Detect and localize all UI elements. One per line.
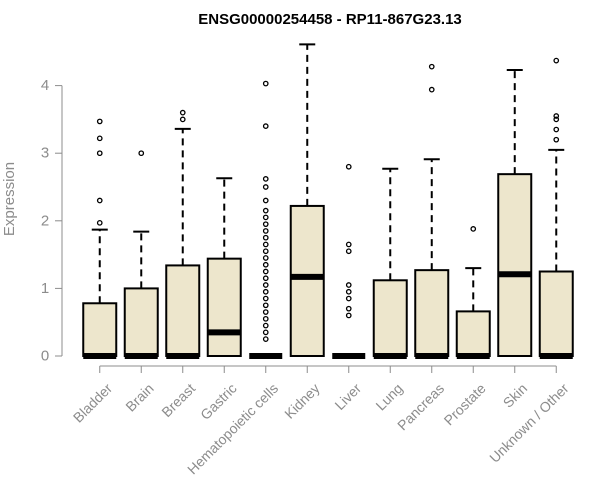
outlier-point [345, 295, 352, 302]
box-unknown-other [538, 57, 574, 359]
box-iqr [497, 173, 533, 357]
outlier-point [262, 221, 269, 228]
outlier-point [345, 248, 352, 255]
outlier-point [262, 255, 269, 261]
y-tick-label: 4 [41, 77, 49, 94]
boxes [82, 43, 574, 359]
box-bladder [82, 118, 118, 359]
outlier-point [553, 113, 560, 119]
outlier-point [262, 261, 269, 268]
outlier-point [262, 336, 269, 342]
outlier-point [262, 268, 269, 275]
outlier-point [138, 150, 145, 157]
box-liver [332, 163, 366, 359]
outlier-point [262, 184, 269, 190]
outlier-point [96, 135, 103, 142]
outlier-point [262, 329, 269, 336]
outlier-point [262, 207, 269, 214]
box-iqr [206, 257, 242, 358]
outlier-point [96, 219, 103, 226]
box-pancreas [414, 63, 450, 359]
outlier-point [345, 282, 352, 288]
outlier-point [96, 118, 103, 125]
outlier-point [262, 197, 269, 204]
outlier-point [262, 234, 269, 241]
outlier-point [262, 309, 269, 315]
outlier-point [262, 295, 269, 302]
outlier-point [553, 136, 560, 143]
x-tick-label: Kidney [281, 380, 323, 422]
x-tick-label: Liver [331, 380, 364, 413]
x-tick-label: Unknown / Other [486, 380, 572, 466]
y-tick-label: 3 [41, 145, 49, 162]
outlier-point [553, 57, 560, 64]
y-axis: 0 1 2 3 4 [41, 77, 63, 365]
x-tick-label: Brain [122, 380, 156, 414]
outlier-point [262, 322, 269, 329]
outlier-point [179, 116, 186, 123]
box-gastric [206, 177, 242, 358]
y-axis-label: Expression [1, 162, 18, 236]
chart-title: ENSG00000254458 - RP11-867G23.13 [198, 11, 462, 28]
outlier-point [262, 214, 269, 221]
outlier-point [262, 282, 269, 288]
box-brain [123, 150, 159, 359]
outlier-point [262, 228, 269, 234]
x-tick-label: Prostate [441, 380, 489, 428]
outlier-point [470, 226, 477, 232]
box-hematopoietic-cells [249, 80, 283, 359]
x-tick-label: Skin [500, 380, 531, 411]
outlier-point [262, 123, 269, 130]
box-prostate [455, 226, 491, 359]
box-kidney [289, 43, 325, 357]
outlier-point [345, 163, 352, 170]
box-skin [497, 69, 533, 357]
outlier-point [262, 315, 269, 322]
outlier-point [262, 288, 269, 295]
outlier-point [553, 116, 560, 123]
outlier-point [179, 109, 186, 116]
outlier-point [262, 176, 269, 182]
y-tick-label: 0 [41, 348, 49, 365]
outlier-point [262, 241, 269, 248]
outlier-point [96, 150, 103, 157]
outlier-point [262, 248, 269, 255]
x-tick-label: Lung [372, 380, 405, 413]
outlier-point [428, 63, 435, 70]
outlier-point [428, 86, 435, 93]
outlier-point [262, 80, 269, 87]
box-iqr [82, 302, 118, 358]
outlier-point [345, 312, 352, 319]
outlier-point [262, 275, 269, 282]
box-iqr [414, 269, 450, 358]
x-tick-label: Bladder [70, 380, 116, 426]
box-iqr [123, 287, 159, 357]
x-tick-label: Breast [158, 380, 198, 420]
y-tick-label: 1 [41, 280, 49, 297]
box-iqr [455, 310, 491, 358]
outlier-point [553, 126, 560, 133]
outlier-point [345, 288, 352, 295]
box-iqr [165, 264, 201, 357]
y-tick-label: 2 [41, 212, 49, 229]
outlier-point [345, 305, 352, 312]
box-iqr [538, 270, 574, 357]
box-iqr [289, 204, 325, 357]
outlier-point [345, 241, 352, 248]
box-iqr [372, 279, 408, 357]
box-lung [372, 167, 408, 359]
outlier-point [96, 197, 103, 204]
outlier-point [262, 302, 269, 309]
box-breast [165, 109, 201, 359]
